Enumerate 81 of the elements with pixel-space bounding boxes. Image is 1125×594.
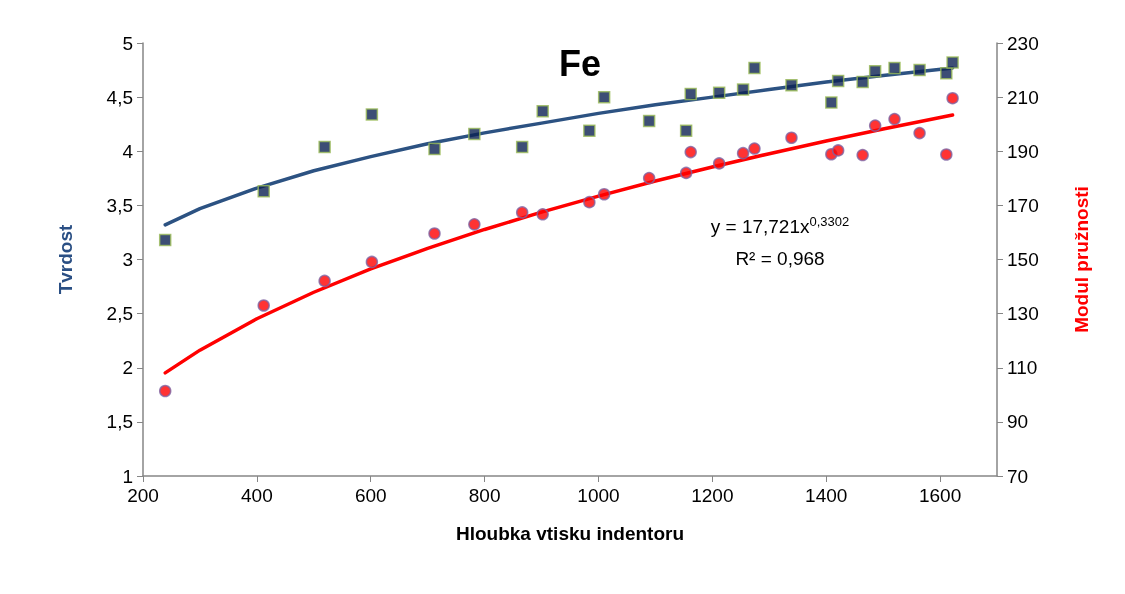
point [365, 108, 379, 121]
point [642, 114, 656, 128]
line-series [163, 113, 955, 375]
y2-tick-label: 150 [1007, 249, 1039, 270]
point [257, 185, 270, 198]
y-tick-label: 5 [122, 32, 133, 54]
point [468, 218, 481, 231]
point [468, 127, 481, 141]
x-tick-label: 200 [127, 485, 159, 506]
point [868, 119, 882, 132]
y2-tick-label: 90 [1007, 411, 1029, 433]
point [940, 67, 953, 80]
chart-title: Fe [558, 42, 602, 84]
x-tick-label: 800 [468, 485, 501, 506]
y-tick-label: 1,5 [106, 411, 133, 433]
x-tick-label: 400 [241, 485, 273, 506]
point [536, 104, 549, 118]
point [748, 61, 761, 75]
y-axis-title: Tvrdost [55, 224, 76, 295]
y-tick-label: 3 [122, 249, 133, 270]
point [158, 384, 172, 398]
point [642, 171, 656, 185]
x-tick-label: 600 [354, 485, 387, 506]
point [785, 131, 798, 144]
point [946, 91, 959, 105]
point [597, 90, 611, 104]
point [736, 146, 750, 160]
point [825, 96, 838, 109]
point [318, 274, 331, 288]
point [536, 208, 549, 221]
point [679, 166, 693, 180]
y2-tick-label: 170 [1007, 194, 1039, 216]
x-tick-label: 1200 [691, 485, 734, 506]
point [515, 140, 529, 154]
y-tick-label: 1 [122, 465, 133, 487]
point [831, 74, 845, 88]
point [831, 144, 845, 157]
point [428, 142, 441, 156]
y2-tick-label: 210 [1007, 86, 1039, 108]
x-tick-label: 1000 [577, 485, 620, 506]
x-axis-title: Hloubka vtisku indentoru [455, 523, 685, 544]
y-tick-label: 4 [122, 140, 134, 162]
point [856, 148, 869, 162]
y-tick-label: 2,5 [106, 303, 133, 325]
point [679, 124, 693, 137]
point [583, 195, 596, 209]
y-tick-label: 2 [122, 357, 133, 379]
point [946, 56, 959, 69]
point [856, 75, 869, 89]
point [428, 227, 441, 240]
point [868, 64, 882, 78]
point [684, 145, 697, 159]
point [158, 233, 172, 247]
y2-axis-title: Modul pružnosti [1071, 186, 1092, 333]
x-tick-label: 1400 [805, 485, 848, 506]
point [785, 78, 798, 92]
y2-tick-label: 190 [1007, 140, 1039, 162]
point [712, 86, 726, 100]
point [597, 188, 611, 201]
point [940, 148, 953, 161]
x-tick-label: 1600 [918, 485, 962, 506]
point [712, 157, 726, 170]
y2-tick-label: 230 [1007, 32, 1039, 54]
point [515, 206, 529, 219]
point [888, 112, 901, 126]
y2-tick-label: 130 [1007, 303, 1039, 325]
annotation: R² = 0,968 [735, 248, 825, 269]
y-tick-label: 4,5 [106, 86, 133, 108]
point [318, 140, 331, 154]
y-tick-label: 3,5 [106, 194, 133, 216]
point [748, 142, 761, 155]
point [684, 87, 697, 101]
point [913, 126, 926, 140]
y2-tick-label: 110 [1007, 357, 1038, 379]
point [365, 255, 379, 269]
point [257, 299, 270, 312]
point [913, 63, 926, 77]
y2-tick-label: 70 [1007, 465, 1029, 487]
point [583, 124, 596, 137]
point [888, 61, 901, 75]
point [736, 83, 750, 96]
